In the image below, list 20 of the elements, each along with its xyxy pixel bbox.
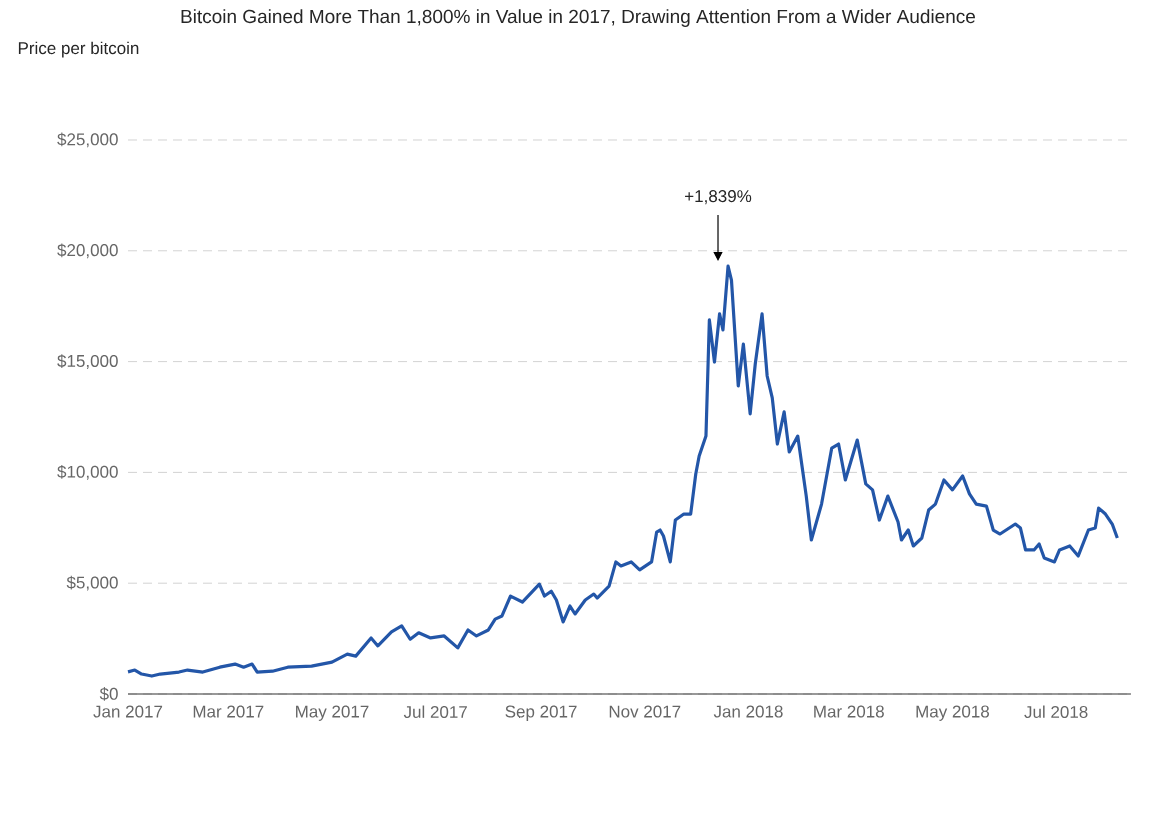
y-tick-label: $0: [99, 687, 118, 701]
x-tick-label: Mar 2018: [814, 705, 884, 718]
y-tick-label: $20,000: [57, 243, 118, 259]
x-tick-label: Jul 2017: [403, 705, 467, 719]
chart-title: Bitcoin Gained More Than 1,800% in Value in 2017, Drawing Attention From a Wider Audience: [181, 9, 976, 27]
x-tick-label: Jan 2017: [93, 705, 163, 718]
x-tick-label: Mar 2017: [193, 705, 264, 718]
x-tick-label: May 2017: [296, 705, 369, 721]
y-tick-label: $5,000: [66, 575, 118, 591]
x-tick-label: Nov 2017: [609, 705, 681, 718]
x-tick-label: Jul 2018: [1024, 705, 1088, 719]
y-tick-label: $10,000: [57, 465, 118, 480]
line-series: [126, 264, 1119, 678]
x-tick-label: May 2018: [916, 705, 990, 721]
annotation: +1,839%: [685, 190, 752, 205]
x-tick-label: Jan 2018: [713, 705, 783, 718]
y-tick-label: $15,000: [57, 354, 118, 369]
x-tick-label: Sep 2017: [505, 705, 577, 721]
y-tick-label: $25,000: [57, 132, 118, 148]
y-axis-title: Price per bitcoin: [18, 41, 139, 58]
